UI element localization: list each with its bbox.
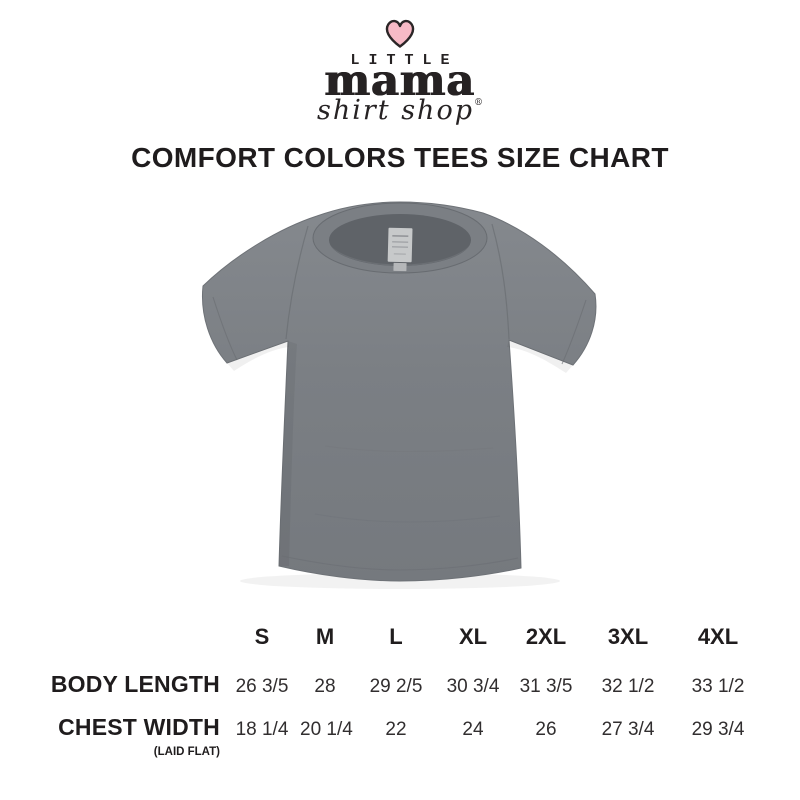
neck-tag [387, 227, 413, 272]
body-length-xl: 30 3/4 [446, 676, 500, 697]
left-underarm-shade [227, 341, 289, 371]
right-sleeve-seam [491, 223, 510, 340]
chest-width-s: 18 1/4 [235, 719, 289, 740]
registered-trademark: ® [474, 98, 483, 108]
chest-width-xl: 24 [462, 719, 484, 740]
body-length-row: BODY LENGTH 26 3/5 28 29 2/5 30 3/4 31 3… [15, 671, 764, 701]
body-length-s: 26 3/5 [235, 676, 289, 697]
left-body-shade [279, 341, 297, 566]
heart-icon-svg [385, 19, 415, 48]
size-col-xl: XL [458, 624, 488, 649]
laid-flat-sublabel: (LAID FLAT) [153, 746, 220, 758]
size-col-4xl: 4XL [697, 624, 739, 649]
body-length-label: BODY LENGTH [50, 671, 220, 697]
brand-name-little: LITTLE [350, 52, 459, 69]
right-underarm-shade [507, 340, 573, 373]
heart-icon [0, 17, 800, 55]
left-sleeve-seam [285, 225, 309, 340]
body-length-l: 29 2/5 [369, 676, 423, 697]
wrinkle-line [324, 445, 494, 453]
size-col-s: S [254, 624, 270, 649]
chest-width-2xl: 26 [535, 719, 557, 740]
size-col-2xl: 2XL [525, 624, 567, 649]
chest-width-4xl: 29 3/4 [691, 719, 745, 740]
brand-script-text: shirt shop [316, 95, 474, 126]
chest-width-row: CHEST WIDTH (LAID FLAT) 18 1/4 20 1/4 22… [15, 714, 764, 759]
body-length-2xl: 31 3/5 [519, 676, 573, 697]
wrinkle-line [314, 513, 501, 523]
body-length-4xl: 33 1/2 [691, 676, 745, 697]
chest-width-l: 22 [385, 719, 407, 740]
left-cuff-seam [212, 296, 238, 361]
body-length-m: 28 [314, 676, 336, 697]
chest-width-m: 20 1/4 [300, 719, 353, 740]
hem-stitch [281, 555, 519, 571]
chest-width-label-cell: CHEST WIDTH (LAID FLAT) [15, 714, 224, 759]
size-header-row: S M L XL 2XL 3XL 4XL [15, 623, 764, 651]
size-col-3xl: 3XL [607, 624, 649, 649]
size-col-m: M [315, 624, 335, 649]
size-col-l: L [389, 624, 403, 649]
brand-name-shirt-shop: shirt shop® [0, 97, 800, 124]
brand-name-mama: mama [324, 56, 476, 106]
chest-width-label: CHEST WIDTH [58, 714, 220, 740]
page-title: COMFORT COLORS TEES SIZE CHART [131, 142, 669, 173]
tshirt-body [201, 201, 597, 582]
body-length-3xl: 32 1/2 [601, 676, 655, 697]
chest-width-3xl: 27 3/4 [601, 719, 655, 740]
tshirt-photo [201, 201, 597, 589]
right-cuff-seam [561, 299, 587, 365]
